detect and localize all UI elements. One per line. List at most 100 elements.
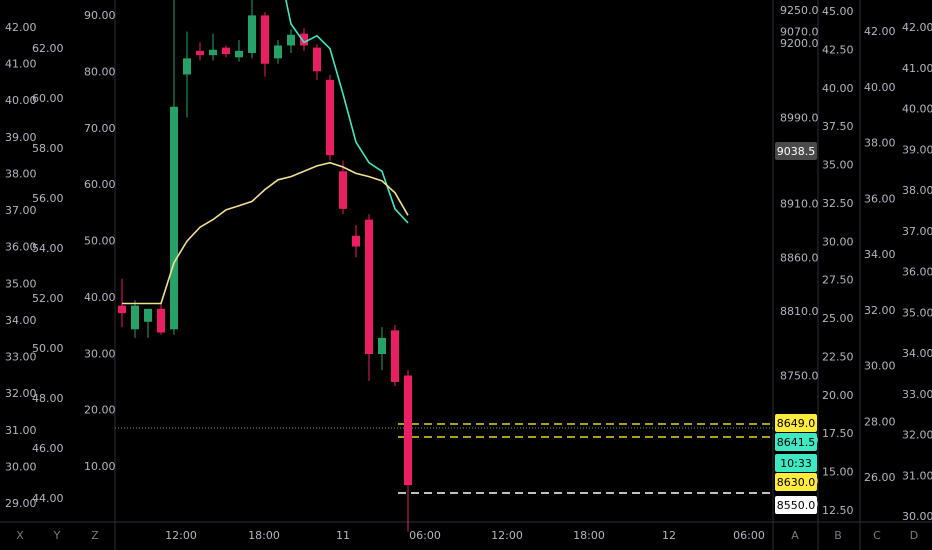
scale-button-a[interactable]: A [791, 529, 799, 542]
price-tick-label: 40.00 [902, 103, 932, 116]
price-tick-label: 58.00 [32, 142, 64, 155]
price-tick-label: 36.00 [5, 241, 37, 254]
price-tick-label: 34.00 [5, 314, 37, 327]
price-badge-level-3: 8630.0 [777, 476, 816, 489]
price-tick-label: 8910.0 [780, 198, 819, 211]
time-tick-label: 18:00 [248, 529, 280, 542]
scale-button-c[interactable]: C [873, 529, 881, 542]
candle-down [326, 79, 334, 156]
price-tick-label: 25.00 [822, 312, 854, 325]
price-badge-bg [775, 496, 817, 514]
price-scale-x[interactable]: 29.00 30.00 31.00 32.00 33.00 34.00 35.00 36.00… [5, 21, 37, 510]
scale-button-b[interactable]: B [834, 529, 842, 542]
horizontal-levels[interactable] [115, 423, 773, 494]
candle-down [300, 33, 308, 46]
price-tick-label: 50.00 [32, 342, 64, 355]
scale-button-d[interactable]: D [910, 529, 918, 542]
price-badge-bg [775, 473, 817, 491]
price-tick-label: 30.00 [864, 360, 896, 373]
price-tick-label: 37.00 [902, 225, 932, 238]
candle-up [131, 305, 139, 330]
candle-down [339, 171, 347, 209]
price-tick-label: 9250.0 [780, 4, 819, 17]
price-tick-label: 17.50 [822, 427, 854, 440]
price-tick-label: 33.00 [902, 388, 932, 401]
candle-up [209, 49, 217, 56]
candle-down [157, 308, 165, 333]
candle-down [404, 375, 412, 486]
price-tick-label: 90.00 [84, 9, 116, 22]
candle-down [118, 305, 126, 314]
price-badge-level-4: 8550.0 [777, 499, 816, 512]
price-tick-label: 22.50 [822, 350, 854, 363]
price-tick-label: 60.00 [84, 178, 116, 191]
price-badge-bg [775, 142, 817, 160]
price-tick-label: 41.00 [5, 58, 37, 71]
price-badges: 9038.5 8649.0 8641.5 10:33 8630.0 8550.0 [775, 142, 817, 514]
price-tick-label: 8810.0 [780, 305, 819, 318]
price-tick-label: 37.00 [5, 204, 37, 217]
candle-down [261, 15, 269, 64]
price-tick-label: 27.50 [822, 274, 854, 287]
candle-up [287, 34, 295, 46]
price-tick-label: 32.00 [902, 429, 932, 442]
price-scale-y[interactable]: 44.00 46.00 48.00 50.00 52.00 54.00 56.00 58.00… [32, 42, 64, 505]
price-tick-label: 50.00 [84, 235, 116, 248]
candle-down [222, 47, 230, 55]
price-tick-label: 33.00 [5, 351, 37, 364]
candle-down [352, 235, 360, 247]
time-axis[interactable]: 12:00 18:00 11 06:00 12:00 18:00 12 06:00 [165, 529, 765, 542]
price-tick-label: 38.00 [5, 167, 37, 180]
price-scale-z[interactable]: 10.00 20.00 30.00 40.00 50.00 60.00 70.00 80.00… [84, 9, 116, 473]
candle-down [391, 330, 399, 382]
price-badge-bg [775, 454, 817, 472]
scale-button-y[interactable]: Y [53, 529, 61, 542]
price-tick-label: 35.00 [5, 277, 37, 290]
price-tick-label: 62.00 [32, 42, 64, 55]
ma-slow-line [122, 161, 409, 305]
price-badge-countdown: 10:33 [780, 457, 812, 470]
time-tick-label: 12:00 [491, 529, 523, 542]
price-tick-label: 32.00 [5, 387, 37, 400]
time-tick-label: 11 [336, 529, 350, 542]
price-tick-label: 41.00 [902, 62, 932, 75]
price-tick-label: 36.00 [902, 266, 932, 279]
price-scale-b[interactable]: 12.50 15.00 17.50 20.00 22.50 25.00 27.50 30.00… [822, 5, 854, 517]
price-tick-label: 26.00 [864, 471, 896, 484]
price-scale-c[interactable]: 26.00 28.00 30.00 32.00 34.00 36.00 38.00 40.00… [864, 25, 896, 484]
price-tick-label: 45.00 [822, 5, 854, 18]
price-scale-d[interactable]: 30.00 31.00 32.00 33.00 34.00 35.00 36.00 37.00… [902, 21, 932, 523]
candle-up [274, 45, 282, 59]
price-tick-label: 39.00 [902, 143, 932, 156]
price-tick-label: 30.00 [822, 235, 854, 248]
price-tick-label: 54.00 [32, 242, 64, 255]
price-badge-bg [775, 433, 817, 451]
candle-down [196, 50, 204, 56]
price-tick-label: 44.00 [32, 492, 64, 505]
scale-button-z[interactable]: Z [91, 529, 99, 542]
price-tick-label: 31.00 [902, 469, 932, 482]
price-tick-label: 20.00 [84, 404, 116, 417]
candle-up [235, 50, 243, 58]
price-tick-label: 42.00 [902, 21, 932, 34]
candle-up [144, 308, 152, 322]
price-tick-label: 40.00 [5, 94, 37, 107]
time-tick-label: 12:00 [165, 529, 197, 542]
price-badge-current: 9038.5 [777, 145, 816, 158]
price-tick-label: 80.00 [84, 65, 116, 78]
price-tick-label: 32.50 [822, 197, 854, 210]
price-tick-label: 30.00 [902, 510, 932, 523]
price-tick-label: 31.00 [5, 424, 37, 437]
scale-button-x[interactable]: X [16, 529, 24, 542]
candlestick-series [118, 0, 412, 532]
price-tick-label: 8990.0 [780, 112, 819, 125]
price-tick-label: 35.00 [902, 306, 932, 319]
candle-up [248, 15, 256, 53]
price-tick-label: 60.00 [32, 92, 64, 105]
price-tick-label: 34.00 [864, 248, 896, 261]
price-tick-label: 70.00 [84, 122, 116, 135]
price-tick-label: 42.00 [864, 25, 896, 38]
